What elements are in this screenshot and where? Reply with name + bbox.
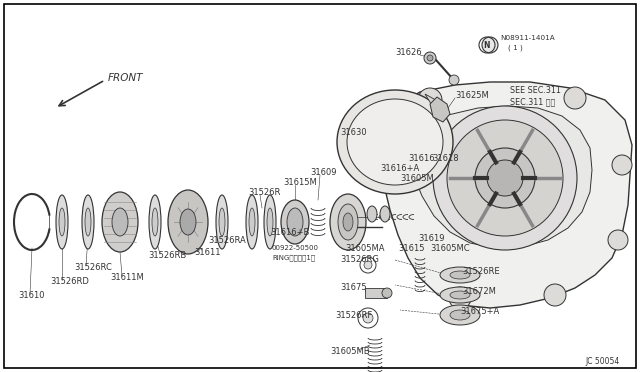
- Ellipse shape: [180, 209, 196, 235]
- Ellipse shape: [112, 208, 128, 236]
- Circle shape: [447, 120, 563, 236]
- Circle shape: [433, 106, 577, 250]
- Text: N: N: [484, 41, 490, 49]
- Circle shape: [564, 87, 586, 109]
- Text: 31526RF: 31526RF: [335, 311, 372, 321]
- Circle shape: [382, 288, 392, 298]
- Text: 31605MB: 31605MB: [330, 347, 370, 356]
- Text: 31675+A: 31675+A: [460, 308, 499, 317]
- Text: 31609: 31609: [310, 167, 337, 176]
- Text: 31630: 31630: [340, 128, 367, 137]
- Text: 31605MA: 31605MA: [345, 244, 385, 253]
- Polygon shape: [425, 94, 447, 114]
- Circle shape: [487, 160, 523, 196]
- Polygon shape: [410, 106, 592, 248]
- Ellipse shape: [264, 195, 276, 249]
- Ellipse shape: [267, 208, 273, 236]
- Text: RINGリング（1）: RINGリング（1）: [272, 255, 315, 261]
- Text: 31605M: 31605M: [400, 173, 434, 183]
- Ellipse shape: [338, 204, 358, 240]
- Text: 31615: 31615: [398, 244, 424, 253]
- Text: 31526RD: 31526RD: [50, 278, 89, 286]
- Circle shape: [449, 287, 471, 309]
- Ellipse shape: [56, 195, 68, 249]
- Circle shape: [482, 37, 498, 53]
- Ellipse shape: [450, 271, 470, 279]
- Ellipse shape: [246, 195, 258, 249]
- Text: JC 50054: JC 50054: [586, 357, 620, 366]
- Ellipse shape: [450, 291, 470, 299]
- Ellipse shape: [380, 206, 390, 222]
- Text: 31526RC: 31526RC: [74, 263, 112, 273]
- Circle shape: [427, 55, 433, 61]
- Text: 31526RB: 31526RB: [148, 251, 186, 260]
- Text: 31610: 31610: [18, 292, 45, 301]
- Circle shape: [364, 261, 372, 269]
- Ellipse shape: [219, 208, 225, 236]
- Circle shape: [475, 148, 535, 208]
- Text: 31616: 31616: [408, 154, 435, 163]
- Text: 31616+A: 31616+A: [380, 164, 419, 173]
- Ellipse shape: [440, 287, 480, 303]
- Circle shape: [424, 52, 436, 64]
- Text: 00922-50500: 00922-50500: [272, 245, 319, 251]
- Ellipse shape: [82, 195, 94, 249]
- Ellipse shape: [59, 208, 65, 236]
- Ellipse shape: [367, 206, 377, 222]
- Polygon shape: [430, 97, 450, 122]
- Ellipse shape: [440, 267, 480, 283]
- Text: 31675: 31675: [340, 283, 367, 292]
- Text: SEE SEC.311: SEE SEC.311: [510, 86, 561, 94]
- Text: 31611M: 31611M: [110, 273, 144, 282]
- Text: 31616+B: 31616+B: [270, 228, 309, 237]
- Ellipse shape: [330, 194, 366, 250]
- Ellipse shape: [85, 208, 91, 236]
- Text: 31618: 31618: [432, 154, 459, 163]
- Ellipse shape: [450, 310, 470, 320]
- Text: 31526RA: 31526RA: [208, 235, 246, 244]
- Polygon shape: [382, 82, 632, 308]
- Ellipse shape: [216, 195, 228, 249]
- Circle shape: [418, 88, 442, 112]
- Ellipse shape: [168, 190, 208, 254]
- Ellipse shape: [281, 200, 309, 244]
- Text: 31615M: 31615M: [283, 177, 317, 186]
- Ellipse shape: [149, 195, 161, 249]
- Ellipse shape: [287, 208, 303, 236]
- Circle shape: [544, 284, 566, 306]
- Ellipse shape: [102, 192, 138, 252]
- Ellipse shape: [152, 208, 158, 236]
- Circle shape: [449, 75, 459, 85]
- Ellipse shape: [347, 99, 443, 185]
- Ellipse shape: [440, 305, 480, 325]
- Ellipse shape: [249, 208, 255, 236]
- Text: 31619: 31619: [418, 234, 445, 243]
- Text: 31611: 31611: [194, 247, 221, 257]
- Text: SEC.311 参照: SEC.311 参照: [510, 97, 556, 106]
- Ellipse shape: [337, 90, 453, 194]
- Bar: [365, 288, 387, 298]
- Circle shape: [612, 155, 632, 175]
- Ellipse shape: [343, 213, 353, 231]
- Text: 31526RE: 31526RE: [462, 267, 500, 276]
- Text: ( 1 ): ( 1 ): [508, 45, 523, 51]
- Text: N08911-1401A: N08911-1401A: [500, 35, 555, 41]
- Text: 31526R: 31526R: [248, 187, 280, 196]
- Text: FRONT: FRONT: [108, 73, 143, 83]
- Text: 31672M: 31672M: [462, 288, 496, 296]
- Text: 31526RG: 31526RG: [340, 256, 379, 264]
- Text: 31605MC: 31605MC: [430, 244, 470, 253]
- Text: 31626: 31626: [395, 48, 422, 57]
- Circle shape: [363, 313, 373, 323]
- Circle shape: [608, 230, 628, 250]
- Text: 31625M: 31625M: [455, 90, 489, 99]
